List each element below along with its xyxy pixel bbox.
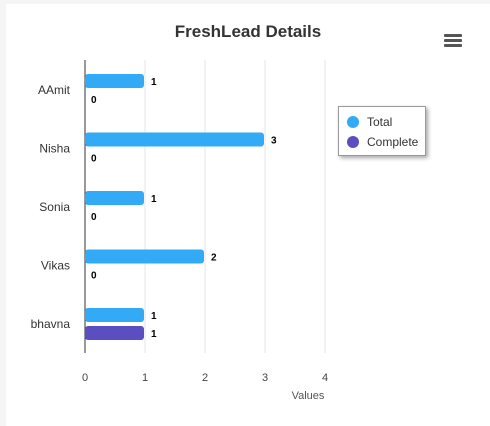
bar-complete — [85, 326, 144, 340]
data-label: 2 — [211, 253, 217, 264]
x-tick-label: 0 — [82, 372, 88, 384]
legend-item-complete[interactable]: Complete — [347, 134, 418, 150]
bar-total — [85, 74, 144, 88]
x-tick-label: 4 — [322, 372, 328, 384]
category-label: Vikas — [41, 259, 70, 273]
legend-swatch-complete — [347, 136, 359, 148]
hamburger-menu-icon[interactable] — [444, 34, 462, 48]
data-label: 1 — [151, 194, 157, 205]
legend-label-complete: Complete — [367, 135, 419, 149]
category-label: AAmit — [38, 83, 71, 97]
data-label: 0 — [91, 271, 97, 282]
bar-total — [85, 249, 204, 264]
category-label: bhavna — [31, 317, 71, 331]
legend: Total Complete — [338, 106, 426, 156]
data-label: 1 — [151, 329, 157, 340]
bar-total — [85, 191, 144, 205]
data-label: 0 — [91, 95, 97, 106]
bar-total — [85, 308, 144, 322]
legend-item-total[interactable]: Total — [347, 114, 392, 130]
x-tick-label: 2 — [202, 372, 208, 384]
legend-label-total: Total — [367, 115, 393, 129]
data-label: 0 — [91, 212, 97, 223]
x-tick-label: 1 — [142, 372, 148, 384]
category-label: Nisha — [39, 142, 70, 156]
data-label: 3 — [271, 136, 277, 147]
data-label: 1 — [151, 311, 157, 322]
x-tick-label: 3 — [262, 372, 268, 384]
category-label: Sonia — [39, 200, 70, 214]
x-axis-title: Values — [292, 390, 325, 402]
data-label: 1 — [151, 77, 157, 88]
bar-total — [85, 132, 264, 147]
data-label: 0 — [91, 154, 97, 165]
legend-swatch-total — [347, 116, 359, 128]
chart-title: FreshLead Details — [174, 22, 322, 41]
